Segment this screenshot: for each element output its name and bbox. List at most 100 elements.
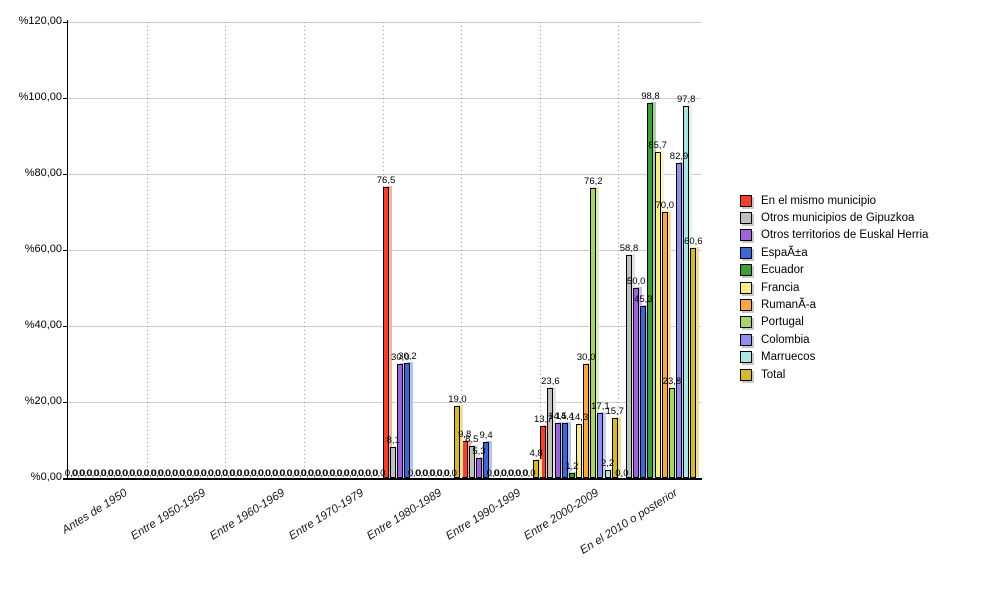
bar-value-label: 5,3 xyxy=(472,445,486,457)
x-axis-category-label: Entre 2000-2009 xyxy=(522,487,602,543)
legend-swatch xyxy=(740,333,752,346)
bar-value-label: 0,0 xyxy=(236,467,250,479)
bar-value-label: 14,4 xyxy=(555,411,574,423)
bar-value-label: 0,0 xyxy=(229,467,243,479)
bar-value-label: 9,8 xyxy=(458,428,472,440)
bar-value-label: 0,0 xyxy=(143,467,157,479)
legend-item: Portugal xyxy=(740,314,928,331)
legend-label: Francia xyxy=(761,281,800,294)
y-axis-tick xyxy=(63,174,68,175)
legend-swatch xyxy=(740,316,752,329)
legend-swatch xyxy=(740,351,752,364)
h-gridline xyxy=(68,22,701,23)
legend-label: Ecuador xyxy=(761,264,804,277)
v-gridline xyxy=(146,22,148,478)
bar-value-label: 0,0 xyxy=(222,467,236,479)
bar xyxy=(654,152,661,478)
bar xyxy=(583,364,590,478)
bar-value-label: 76,5 xyxy=(376,175,396,187)
bar-value-label: 0,0 xyxy=(508,467,522,479)
bar-value-label: 0,0 xyxy=(415,467,429,479)
bar-value-label: 23,8 xyxy=(662,375,682,387)
y-axis-tick xyxy=(63,98,68,99)
bar xyxy=(604,469,611,478)
legend-item: Total xyxy=(740,366,928,383)
y-axis-tick-label: %100,00 xyxy=(18,91,62,103)
legend-item: Francia xyxy=(740,279,928,296)
x-axis-category-label: Antes de 1950 xyxy=(60,487,130,537)
bar-value-label: 0,0 xyxy=(372,467,386,479)
legend-label: Total xyxy=(761,368,786,381)
bar-value-label: 0,0 xyxy=(365,467,379,479)
bar-value-label: 23,6 xyxy=(541,376,560,388)
x-axis-line xyxy=(63,477,702,481)
bar-value-label: 0,0 xyxy=(164,467,179,479)
bar xyxy=(668,387,675,478)
bar-value-label: 97,8 xyxy=(676,94,696,106)
bar xyxy=(575,423,582,478)
legend-item: Ecuador xyxy=(740,262,928,279)
bar-value-label: 0,0 xyxy=(522,467,536,479)
legend-item: Marruecos xyxy=(740,349,928,366)
bar xyxy=(468,445,475,478)
bar-value-label: 0,0 xyxy=(329,467,343,479)
legend-item: RumanÃ-a xyxy=(740,296,928,313)
legend-label: EspaÃ±a xyxy=(761,246,808,259)
bar xyxy=(390,447,397,478)
bar-value-label: 0,0 xyxy=(122,467,136,479)
legend-item: Otros municipios de Gipuzkoa xyxy=(740,209,928,226)
bar-value-label: 30,2 xyxy=(398,351,417,363)
y-axis-tick xyxy=(63,250,68,251)
legend-label: Otros territorios de Euskal Herria xyxy=(761,229,929,242)
bar xyxy=(683,106,690,478)
legend-item: Colombia xyxy=(740,331,928,348)
bar xyxy=(597,413,604,478)
bar-value-label: 8,1 xyxy=(386,435,400,447)
bar-value-label: 85,7 xyxy=(648,140,667,152)
v-gridline xyxy=(225,22,227,478)
bar xyxy=(397,364,404,478)
h-gridline xyxy=(68,174,701,175)
bar-value-label: 0,0 xyxy=(136,467,150,479)
bar-value-label: 0,0 xyxy=(93,467,107,479)
bar-value-label: 0,0 xyxy=(150,467,164,479)
bar-value-label: 0,0 xyxy=(336,467,350,479)
bar-value-label: 0,0 xyxy=(493,467,507,479)
bar xyxy=(483,442,490,478)
bar-value-label: 0,0 xyxy=(486,467,500,479)
bar-value-label: 0,0 xyxy=(86,467,100,479)
legend-item: Otros territorios de Euskal Herria xyxy=(740,227,928,244)
bar xyxy=(404,363,411,478)
bar xyxy=(383,187,389,478)
legend-item: EspaÃ±a xyxy=(740,244,928,261)
bar-value-label: 0,0 xyxy=(172,467,186,479)
bar xyxy=(554,422,561,478)
x-axis-category-label: Entre 1950-1959 xyxy=(129,487,209,543)
bar-value-label: 0,0 xyxy=(422,467,436,479)
x-axis-category-label: Entre 1990-1999 xyxy=(443,487,523,543)
bar xyxy=(568,473,575,478)
bar-value-label: 0,0 xyxy=(515,467,529,479)
bar xyxy=(661,212,668,478)
bar xyxy=(461,440,468,478)
bar-value-label: 4,8 xyxy=(529,447,543,459)
bar-value-label: 76,2 xyxy=(584,176,603,188)
legend-swatch xyxy=(740,246,752,259)
bar-value-label: 0,0 xyxy=(436,467,450,479)
y-axis-tick xyxy=(63,402,68,403)
bar-value-label: 0,0 xyxy=(300,467,314,479)
bar-value-label: 0,0 xyxy=(615,467,629,479)
bar-value-label: 60,6 xyxy=(684,235,703,247)
v-gridline xyxy=(539,22,541,478)
bar-value-label: 0,0 xyxy=(214,467,229,479)
bar-value-label: 0,0 xyxy=(207,467,222,479)
bar-value-label: 0,0 xyxy=(293,467,307,479)
bar xyxy=(633,288,640,478)
legend-label: Portugal xyxy=(761,316,804,329)
bar-value-label: 0,0 xyxy=(186,467,200,479)
y-axis-line xyxy=(66,20,68,478)
v-gridline xyxy=(618,22,620,478)
y-axis-tick xyxy=(63,326,68,327)
bar-value-label: 0,0 xyxy=(307,467,322,479)
